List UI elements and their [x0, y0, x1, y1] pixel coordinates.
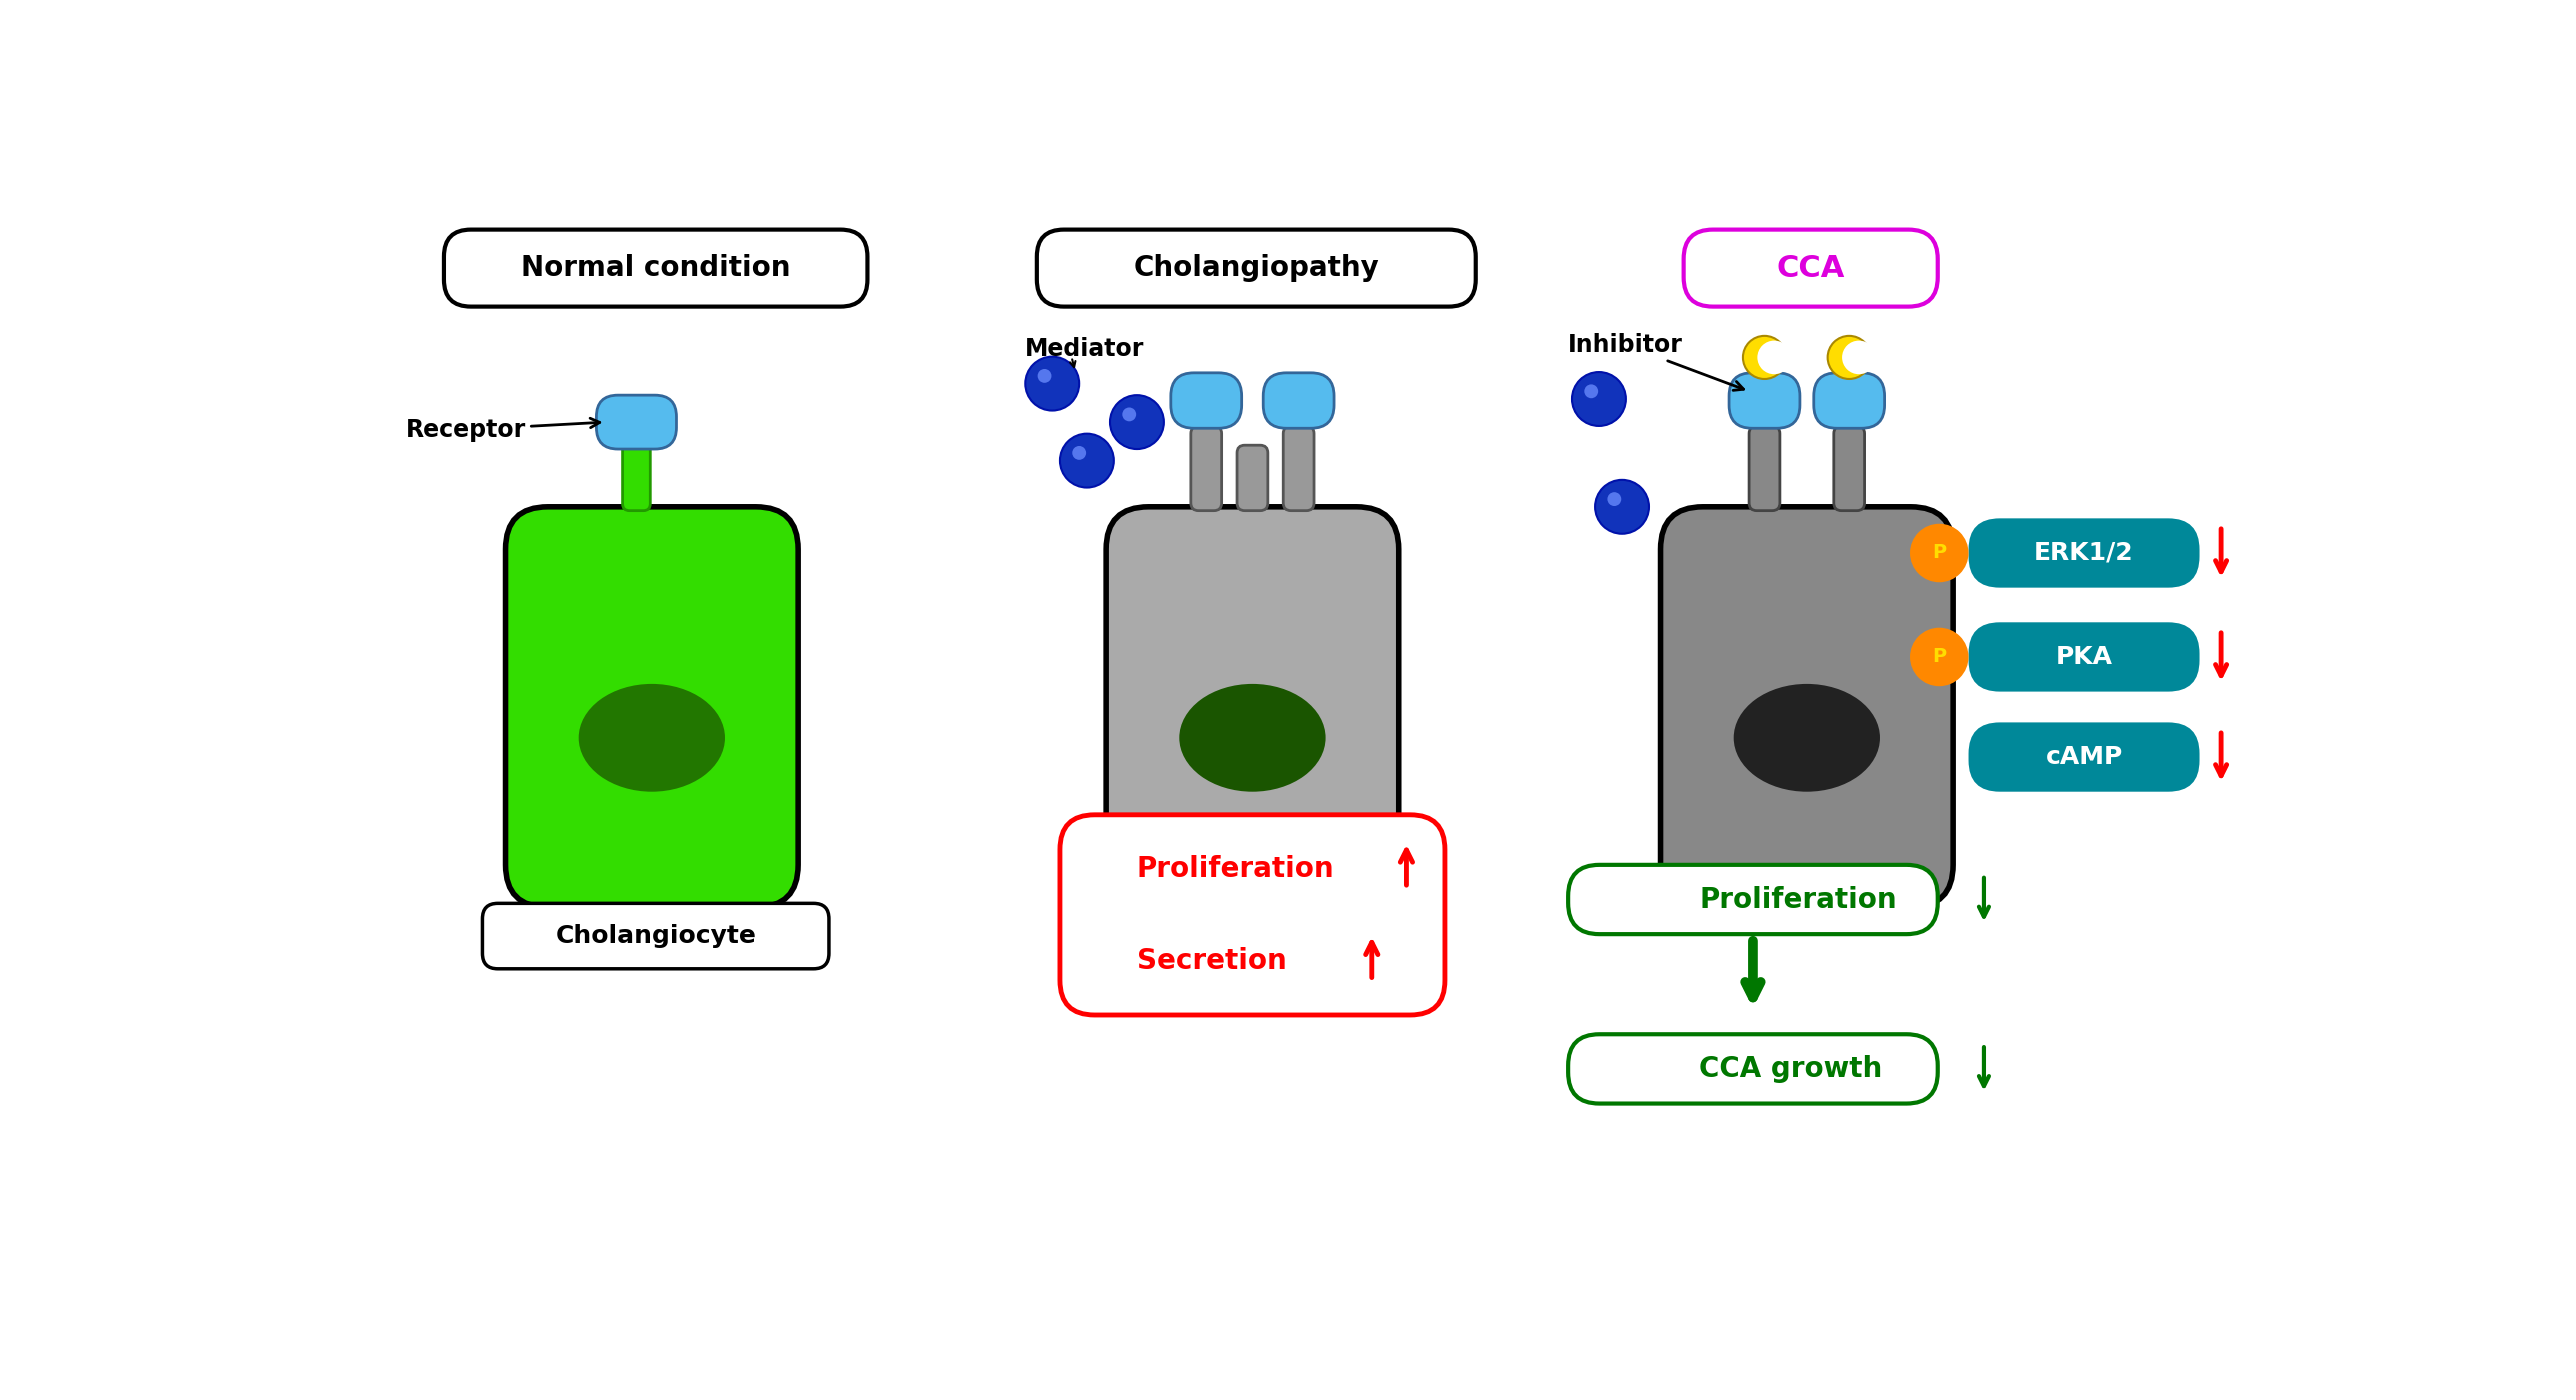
- Circle shape: [1571, 372, 1625, 426]
- FancyBboxPatch shape: [598, 395, 677, 449]
- Circle shape: [1595, 480, 1649, 533]
- FancyBboxPatch shape: [623, 410, 649, 511]
- FancyBboxPatch shape: [1662, 507, 1953, 907]
- FancyBboxPatch shape: [482, 903, 829, 969]
- Circle shape: [1123, 407, 1136, 421]
- Text: Inhibitor: Inhibitor: [1569, 333, 1744, 391]
- Circle shape: [1072, 447, 1087, 459]
- Ellipse shape: [580, 685, 724, 792]
- FancyBboxPatch shape: [1569, 1035, 1937, 1103]
- FancyBboxPatch shape: [1834, 426, 1865, 511]
- Circle shape: [1757, 340, 1790, 374]
- Text: Proliferation: Proliferation: [1136, 854, 1334, 883]
- FancyBboxPatch shape: [1283, 426, 1314, 511]
- Text: PKA: PKA: [2056, 645, 2112, 669]
- Circle shape: [1059, 434, 1113, 487]
- Text: CCA: CCA: [1777, 253, 1844, 283]
- FancyBboxPatch shape: [1968, 722, 2200, 792]
- Circle shape: [1842, 340, 1875, 374]
- Circle shape: [1038, 370, 1051, 382]
- FancyBboxPatch shape: [1728, 372, 1801, 428]
- Text: ERK1/2: ERK1/2: [2035, 540, 2133, 566]
- Circle shape: [1909, 524, 1968, 582]
- FancyBboxPatch shape: [1172, 372, 1242, 428]
- FancyBboxPatch shape: [1262, 372, 1334, 428]
- Text: Cholangiocyte: Cholangiocyte: [556, 924, 757, 948]
- Ellipse shape: [1180, 685, 1327, 792]
- FancyBboxPatch shape: [1105, 507, 1399, 907]
- Text: Normal condition: Normal condition: [520, 255, 791, 283]
- Circle shape: [1025, 357, 1079, 410]
- FancyBboxPatch shape: [1685, 230, 1937, 307]
- Circle shape: [1744, 336, 1785, 379]
- FancyBboxPatch shape: [505, 507, 799, 907]
- Circle shape: [1607, 493, 1620, 505]
- FancyBboxPatch shape: [443, 230, 868, 307]
- Ellipse shape: [1734, 685, 1880, 792]
- FancyBboxPatch shape: [1569, 865, 1937, 934]
- Text: CCA growth: CCA growth: [1700, 1056, 1883, 1084]
- Text: Receptor: Receptor: [404, 417, 600, 442]
- Text: P: P: [1932, 543, 1947, 563]
- FancyBboxPatch shape: [1059, 815, 1445, 1015]
- Circle shape: [1826, 336, 1870, 379]
- Text: Secretion: Secretion: [1136, 946, 1285, 974]
- Text: Cholangiopathy: Cholangiopathy: [1133, 255, 1378, 283]
- FancyBboxPatch shape: [1749, 426, 1780, 511]
- Text: Mediator: Mediator: [1025, 337, 1144, 361]
- Text: cAMP: cAMP: [2045, 745, 2123, 769]
- Text: P: P: [1932, 647, 1947, 666]
- FancyBboxPatch shape: [1190, 426, 1221, 511]
- FancyBboxPatch shape: [1814, 372, 1886, 428]
- FancyBboxPatch shape: [1968, 622, 2200, 692]
- Circle shape: [1909, 627, 1968, 686]
- FancyBboxPatch shape: [1968, 518, 2200, 588]
- Text: Proliferation: Proliferation: [1700, 886, 1896, 914]
- Circle shape: [1110, 395, 1164, 449]
- Circle shape: [1584, 385, 1597, 398]
- FancyBboxPatch shape: [1036, 230, 1476, 307]
- FancyBboxPatch shape: [1236, 445, 1267, 511]
